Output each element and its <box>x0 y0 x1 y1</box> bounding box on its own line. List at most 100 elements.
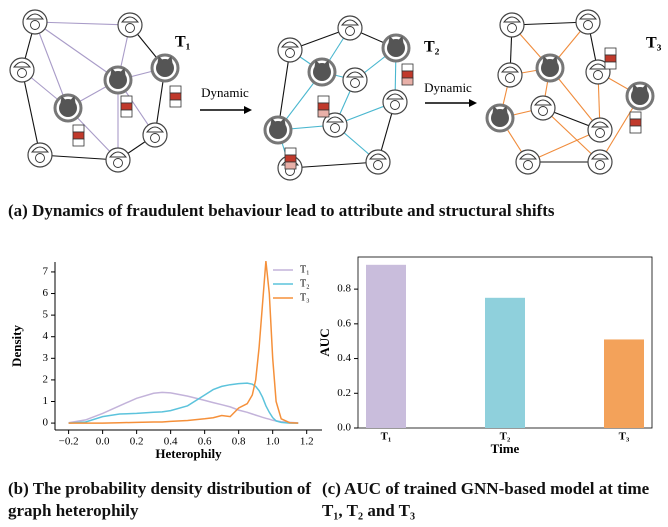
y-tick-label: 2 <box>43 373 49 385</box>
user-face <box>523 160 533 170</box>
x-axis-label: Time <box>491 441 520 456</box>
fraud-ears <box>157 55 173 64</box>
edge <box>542 107 601 163</box>
arrow-head <box>244 106 252 114</box>
user-node <box>142 122 168 148</box>
fraud-body <box>491 109 509 127</box>
user-face <box>345 26 355 36</box>
density-line <box>68 261 299 424</box>
fraud-ears <box>492 105 508 114</box>
user-node <box>587 117 613 143</box>
user-node <box>499 12 525 38</box>
user-hat <box>518 153 538 160</box>
x-tick-label: 0.6 <box>198 436 212 448</box>
attribute-cell <box>284 147 297 156</box>
edge <box>289 161 379 169</box>
user-hat <box>30 146 50 153</box>
x-tick-label: 0.2 <box>130 436 144 448</box>
edge <box>39 154 119 161</box>
attribute-cell <box>629 118 642 127</box>
user-node <box>587 149 613 175</box>
y-tick-label: 1 <box>43 395 49 407</box>
y-tick-label: 7 <box>43 265 49 277</box>
density-line <box>68 391 299 424</box>
user-hat <box>385 93 405 100</box>
user-hat <box>325 116 345 123</box>
user-face <box>373 160 383 170</box>
user-node <box>530 95 556 121</box>
user-face <box>390 100 400 110</box>
fraud-body <box>156 59 174 77</box>
x-tick-label: −0.2 <box>59 436 79 448</box>
user-hat <box>533 99 553 106</box>
attribute-cell <box>604 47 617 56</box>
caption: (b) The probability density distribution… <box>8 479 312 520</box>
user-node <box>27 142 53 168</box>
fraud-ears <box>110 67 126 76</box>
attribute-cell <box>120 102 133 111</box>
y-tick-label: 0.2 <box>337 387 351 399</box>
graph-label: T₁ <box>175 34 191 51</box>
user-face <box>593 70 603 80</box>
user-face <box>583 20 593 30</box>
user-node <box>117 12 143 38</box>
attribute-cell <box>169 92 182 101</box>
user-node <box>365 149 391 175</box>
fraud-ears <box>314 59 330 68</box>
graph-label: T₂ <box>424 39 440 56</box>
user-face <box>595 160 605 170</box>
attribute-cell <box>72 124 85 133</box>
bar <box>485 297 525 428</box>
x-tick-label: 1.2 <box>300 436 314 448</box>
attribute-cell <box>72 131 85 140</box>
user-face <box>538 106 548 116</box>
user-hat <box>25 13 45 20</box>
fraud-ears <box>542 55 558 64</box>
y-tick-label: 5 <box>43 309 49 321</box>
fraud-body <box>269 121 287 139</box>
edge <box>21 69 41 156</box>
user-node <box>342 67 368 93</box>
y-tick-label: 4 <box>43 330 49 342</box>
legend-label: T₁ <box>300 264 310 275</box>
caption: (c) AUC of trained GNN-based model at ti… <box>322 479 650 520</box>
x-tick-label: 0.8 <box>232 436 246 448</box>
attribute-cell <box>317 95 330 104</box>
user-node <box>105 147 131 173</box>
user-node <box>277 37 303 63</box>
arrow-label: Dynamic <box>424 80 472 95</box>
user-hat <box>340 19 360 26</box>
attribute-cell <box>284 161 297 170</box>
user-face <box>595 128 605 138</box>
attribute-cell <box>401 63 414 72</box>
fraud-body <box>59 99 77 117</box>
user-face <box>350 78 360 88</box>
y-tick-label: 6 <box>43 287 49 299</box>
user-hat <box>108 151 128 158</box>
x-tick-label: 0.0 <box>96 436 110 448</box>
user-hat <box>368 153 388 160</box>
user-hat <box>590 153 610 160</box>
edge <box>511 21 589 26</box>
y-tick-label: 0.0 <box>337 422 351 434</box>
attribute-cell <box>169 99 182 108</box>
attribute-cell <box>629 125 642 134</box>
attribute-cell <box>401 77 414 86</box>
attribute-cell <box>604 54 617 63</box>
legend-label: T₂ <box>300 278 310 289</box>
user-node <box>337 15 363 41</box>
user-node <box>322 112 348 138</box>
x-axis-label: Heterophily <box>155 446 222 461</box>
user-face <box>17 68 27 78</box>
x-tick-label: T₁ <box>381 431 392 443</box>
x-tick-label: T₂ <box>500 431 511 443</box>
user-hat <box>502 16 522 23</box>
user-face <box>35 153 45 163</box>
fraud-ears <box>632 83 648 92</box>
legend-label: T₃ <box>300 292 310 303</box>
arrow-head <box>469 99 477 107</box>
fraud-body <box>109 71 127 89</box>
user-face <box>113 158 123 168</box>
fraud-body <box>313 63 331 81</box>
